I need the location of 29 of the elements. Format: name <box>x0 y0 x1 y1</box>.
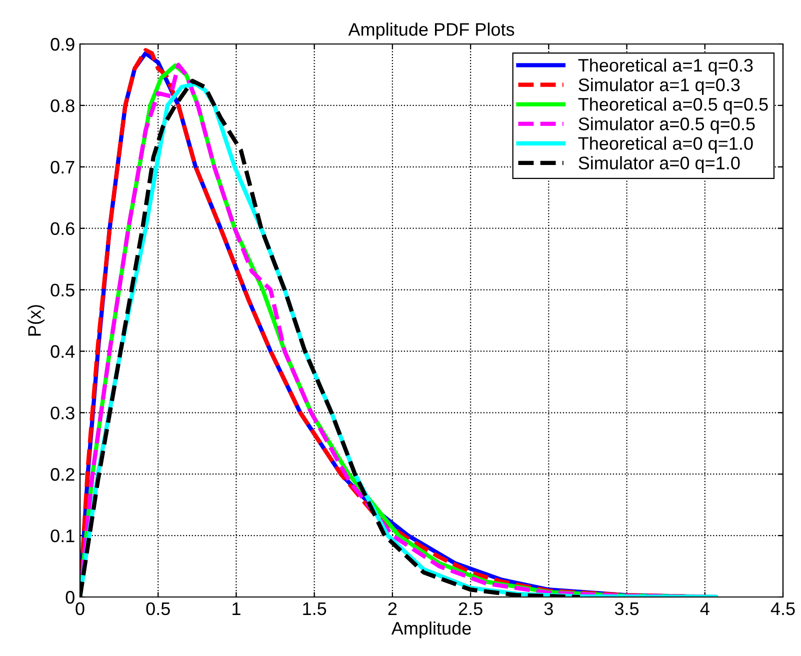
x-tick-label: 4.5 <box>770 602 795 616</box>
legend-label: Simulator a=0.5 q=0.5 <box>578 117 755 134</box>
y-tick-label: 0.9 <box>50 38 74 51</box>
x-tick-label: 4 <box>700 602 710 615</box>
y-axis-title: P(x) <box>28 305 44 336</box>
x-tick-label: 3.5 <box>614 602 639 616</box>
legend-label: Theoretical a=0.5 q=0.5 <box>578 98 768 114</box>
x-tick-label: 1.5 <box>303 602 326 616</box>
y-tick-label: 0.5 <box>50 284 74 296</box>
y-tick-label: 0.2 <box>50 468 74 481</box>
y-tick-label: 0.7 <box>50 160 74 174</box>
y-tick-label: 0.3 <box>50 406 74 420</box>
x-tick-label: 0 <box>76 602 84 616</box>
x-tick-label: 3 <box>544 602 553 616</box>
y-tick-label: 0.8 <box>50 99 74 112</box>
y-tick-label: 0.6 <box>50 222 74 236</box>
y-tick-label: 0.4 <box>50 345 75 358</box>
x-axis-title: Amplitude <box>391 621 471 638</box>
x-tick-label: 2 <box>388 602 397 615</box>
y-tick-label: 0.1 <box>50 529 74 542</box>
chart-title: Amplitude PDF Plots <box>348 22 514 40</box>
x-tick-label: 2.5 <box>458 602 482 616</box>
x-tick-label: 1 <box>232 602 240 615</box>
x-tick-label: 0.5 <box>146 602 170 616</box>
legend-label: Simulator a=0 q=1.0 <box>578 156 740 173</box>
legend-label: Theoretical a=1 q=0.3 <box>578 58 753 76</box>
legend-label: Simulator a=1 q=0.3 <box>578 78 740 95</box>
y-tick-label: 0 <box>66 590 74 604</box>
legend-label: Theoretical a=0 q=1.0 <box>578 136 753 154</box>
